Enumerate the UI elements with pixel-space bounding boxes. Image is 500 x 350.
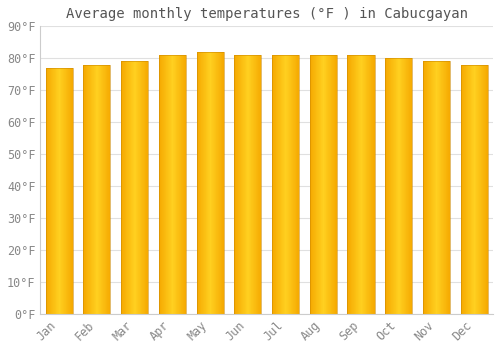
Bar <box>121 62 148 314</box>
Bar <box>460 65 488 314</box>
Bar <box>385 58 412 314</box>
Bar <box>46 68 73 314</box>
Title: Average monthly temperatures (°F ) in Cabucgayan: Average monthly temperatures (°F ) in Ca… <box>66 7 468 21</box>
Bar <box>234 55 262 314</box>
Bar <box>272 55 299 314</box>
Bar <box>310 55 337 314</box>
Bar <box>196 52 224 314</box>
Bar <box>159 55 186 314</box>
Bar <box>84 65 110 314</box>
Bar <box>423 62 450 314</box>
Bar <box>348 55 374 314</box>
